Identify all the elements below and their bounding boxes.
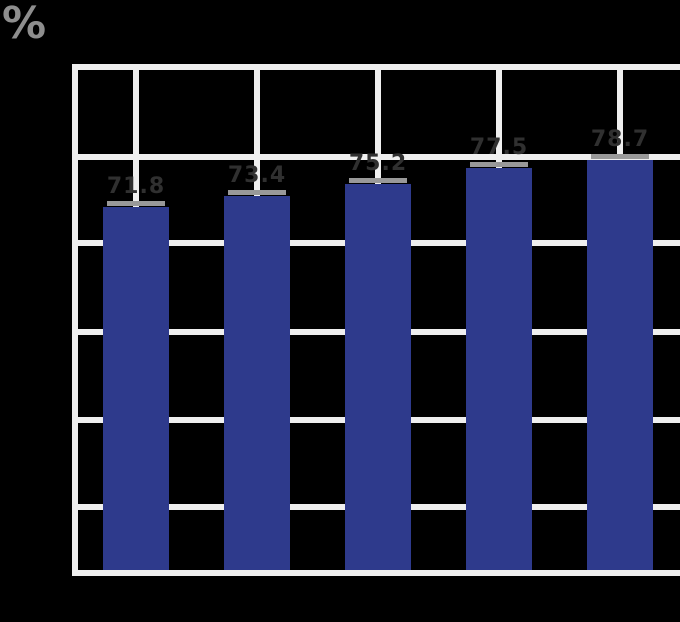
error-cap	[349, 178, 407, 183]
bar-value-label: 78.7	[590, 127, 650, 152]
plot-border-top	[72, 64, 680, 70]
bar-value-label: 75.2	[348, 151, 408, 176]
bar-value-label: 71.8	[106, 174, 166, 199]
bar	[224, 196, 290, 570]
bar-value-label: 73.4	[227, 163, 287, 188]
error-cap	[591, 154, 649, 159]
plot-border-bottom	[72, 570, 680, 576]
bar-value-label: 77.5	[469, 135, 529, 160]
error-cap	[228, 190, 286, 195]
bar	[103, 207, 169, 570]
bar	[345, 184, 411, 570]
chart-unit-label: %	[2, 0, 48, 49]
plot-border-left	[72, 64, 78, 576]
error-cap	[107, 201, 165, 206]
bar	[587, 160, 653, 570]
bar	[466, 168, 532, 570]
error-cap	[470, 162, 528, 167]
plot-area: 71.8 73.4 75.2 77.5 78.7	[72, 64, 680, 576]
